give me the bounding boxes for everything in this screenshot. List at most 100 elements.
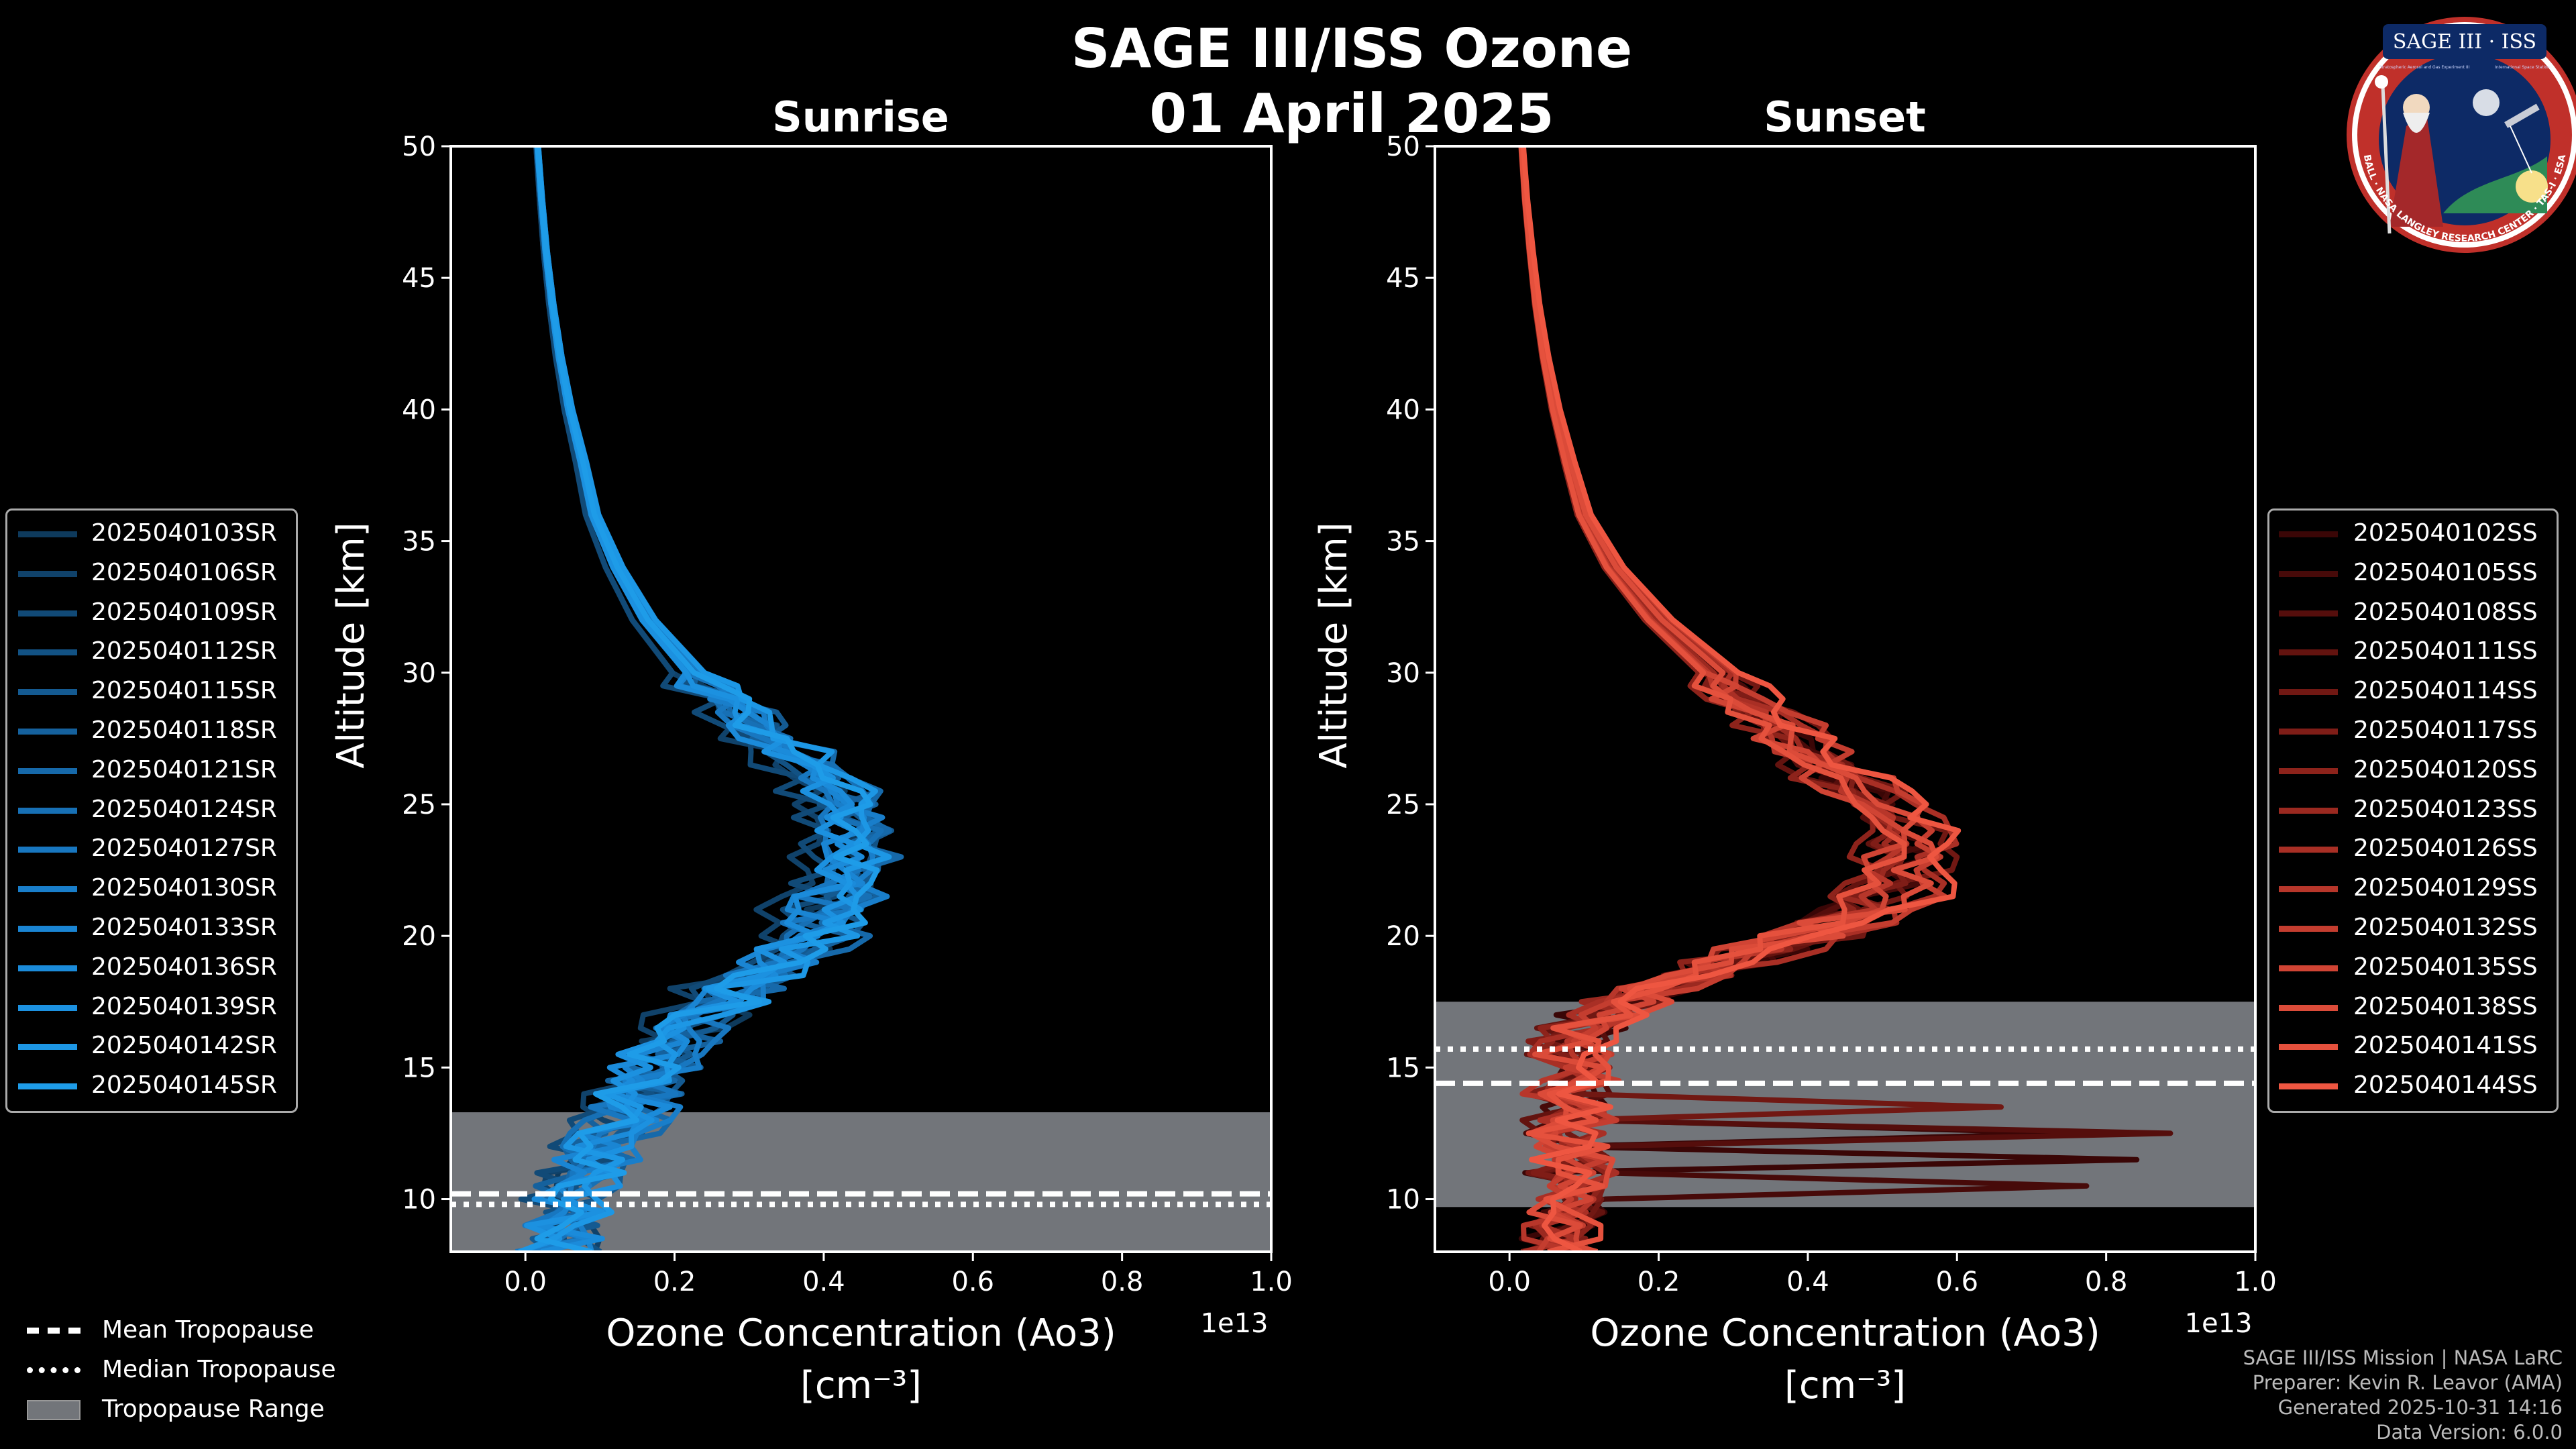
legend-swatch xyxy=(18,1083,77,1090)
y-tick-label: 45 xyxy=(402,263,436,294)
legend-item: 2025040120SS xyxy=(2269,750,2557,790)
tropopause-legend-label: Mean Tropopause xyxy=(102,1316,314,1344)
legend-label: 2025040132SS xyxy=(2353,913,2538,941)
legend-label: 2025040103SR xyxy=(91,519,277,547)
y-tick-label: 35 xyxy=(1386,527,1420,557)
legend-label: 2025040141SS xyxy=(2353,1032,2538,1060)
legend-item: 2025040132SS xyxy=(2269,908,2557,947)
badge-figure-beard-icon xyxy=(2403,113,2430,133)
legend-swatch xyxy=(2279,610,2338,616)
x-tick-label: 0.4 xyxy=(1786,1267,1829,1297)
legend-item: 2025040105SS xyxy=(2269,553,2557,592)
legend-item: 2025040109SR xyxy=(7,592,296,632)
x-offset-label: 1e13 xyxy=(2185,1308,2253,1339)
legend-swatch xyxy=(18,728,77,735)
sunset-panel: Sunset 0.0 0.2 0.4 0.6 0.8 1.0 10 15 20 25 30 35 40 45… xyxy=(1312,93,2277,1407)
x-tick-label: 0.2 xyxy=(653,1267,696,1297)
legend-label: 2025040144SS xyxy=(2353,1071,2538,1099)
legend-label: 2025040126SS xyxy=(2353,835,2538,863)
legend-item: 2025040112SR xyxy=(7,631,296,671)
x-tick-label: 0.0 xyxy=(1488,1267,1531,1297)
legend-item: 2025040130SR xyxy=(7,868,296,908)
legend-swatch xyxy=(18,847,77,853)
x-axis-label: Ozone Concentration (Ao3) xyxy=(1590,1311,2100,1355)
badge-subtitle-right: International Space Station xyxy=(2495,65,2550,70)
tropopause-legend-item: Tropopause Range xyxy=(21,1391,397,1430)
x-axis-label: Ozone Concentration (Ao3) xyxy=(606,1311,1116,1355)
y-tick-label: 50 xyxy=(1386,131,1420,162)
y-axis-label: Altitude [km] xyxy=(1312,522,1356,768)
legend-item: 2025040144SS xyxy=(2269,1065,2557,1105)
sunrise-legend: 2025040103SR 2025040106SR 2025040109SR 2025… xyxy=(5,508,298,1113)
legend-swatch xyxy=(18,767,77,774)
legend-label: 2025040109SR xyxy=(91,598,277,626)
tropopause-legend-item: Median Tropopause xyxy=(21,1351,397,1391)
profile-line-2025040133SR xyxy=(534,146,867,1252)
x-offset-label: 1e13 xyxy=(1201,1308,1269,1339)
legend-label: 2025040129SS xyxy=(2353,874,2538,902)
tropopause-legend-swatch xyxy=(27,1400,80,1420)
profile-line-2025040144SS xyxy=(1520,146,1962,1252)
legend-label: 2025040114SS xyxy=(2353,677,2538,705)
axes-frame xyxy=(1434,145,2257,1253)
x-tick-label: 0.2 xyxy=(1638,1267,1680,1297)
sunset-legend: 2025040102SS 2025040105SS 2025040108SS 2025… xyxy=(2267,508,2559,1113)
legend-label: 2025040111SS xyxy=(2353,637,2538,665)
legend-item: 2025040126SS xyxy=(2269,828,2557,868)
footer-credits: SAGE III/ISS Mission | NASA LaRC Prepare… xyxy=(2243,1346,2563,1445)
legend-swatch xyxy=(18,807,77,814)
legend-label: 2025040106SR xyxy=(91,558,277,586)
profile-line-2025040118SR xyxy=(527,146,885,1252)
badge-beam-icon xyxy=(2510,125,2532,174)
x-tick-label: 0.4 xyxy=(802,1267,845,1297)
tropopause-legend-label: Tropopause Range xyxy=(102,1395,325,1423)
legend-label: 2025040138SS xyxy=(2353,992,2538,1020)
y-tick-label: 15 xyxy=(1386,1053,1420,1083)
legend-swatch xyxy=(18,1044,77,1051)
x-tick-label: 0.0 xyxy=(504,1267,547,1297)
legend-item: 2025040102SS xyxy=(2269,513,2557,553)
mission-badge-logo: SAGE III · ISS Stratospheric Aerosol and… xyxy=(2347,17,2576,253)
x-axis-units: [cm⁻³] xyxy=(800,1364,922,1407)
legend-swatch xyxy=(18,610,77,616)
legend-label: 2025040133SR xyxy=(91,913,277,941)
tropopause-legend-item: Mean Tropopause xyxy=(21,1311,397,1351)
profile-line-2025040141SS xyxy=(1518,146,1907,1252)
legend-label: 2025040108SS xyxy=(2353,598,2538,626)
legend-swatch xyxy=(18,649,77,656)
legend-item: 2025040114SS xyxy=(2269,671,2557,710)
panel-title: Sunrise xyxy=(772,93,949,142)
badge-title: SAGE III · ISS xyxy=(2393,30,2536,54)
x-tick-label: 0.8 xyxy=(2085,1267,2128,1297)
y-tick-label: 50 xyxy=(402,131,436,162)
legend-item: 2025040118SR xyxy=(7,710,296,750)
legend-swatch xyxy=(18,1004,77,1011)
legend-swatch xyxy=(2279,767,2338,774)
legend-label: 2025040135SS xyxy=(2353,953,2538,981)
profile-line-2025040142SR xyxy=(519,146,892,1252)
footer-version: Data Version: 6.0.0 xyxy=(2376,1421,2563,1444)
badge-staff-orb-icon xyxy=(2375,75,2388,89)
profile-line-2025040145SR xyxy=(534,146,880,1252)
legend-swatch xyxy=(2279,570,2338,577)
tropopause-legend-swatch xyxy=(27,1328,80,1334)
x-tick-label: 0.8 xyxy=(1101,1267,1144,1297)
y-tick-label: 25 xyxy=(1386,790,1420,820)
profile-line-2025040139SR xyxy=(518,146,860,1252)
legend-item: 2025040139SR xyxy=(7,987,296,1026)
legend-item: 2025040111SS xyxy=(2269,631,2557,671)
legend-swatch xyxy=(2279,1044,2338,1051)
profile-line-2025040124SR xyxy=(522,146,884,1252)
tropopause-legend-swatch xyxy=(27,1367,80,1373)
x-tick-label: 0.6 xyxy=(951,1267,994,1297)
legend-label: 2025040117SS xyxy=(2353,716,2538,744)
legend-item: 2025040135SS xyxy=(2269,947,2557,987)
plot-area xyxy=(1435,146,2255,1252)
footer-generated: Generated 2025-10-31 14:16 xyxy=(2277,1396,2563,1419)
legend-item: 2025040117SS xyxy=(2269,710,2557,750)
profile-line-2025040103SR xyxy=(529,146,874,1252)
legend-swatch xyxy=(18,570,77,577)
chart-title: SAGE III/ISS Ozone xyxy=(1071,17,1633,80)
legend-swatch xyxy=(18,886,77,893)
legend-swatch xyxy=(18,925,77,932)
